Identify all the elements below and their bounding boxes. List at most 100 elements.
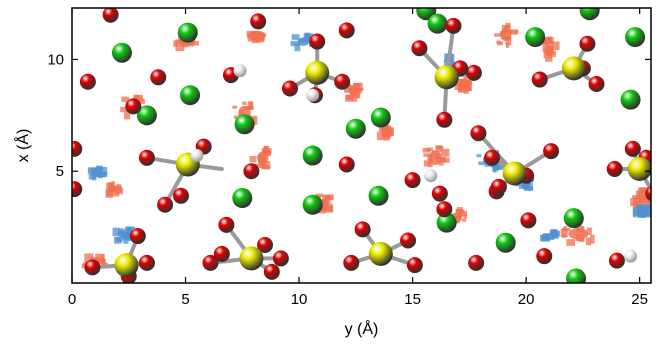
chlorine-atom: [370, 107, 391, 128]
oxygen-atom: [102, 8, 119, 23]
oxygen-atom: [468, 254, 485, 271]
oxygen-atom: [531, 71, 548, 88]
density-cell: [261, 162, 266, 168]
oxygen-atom: [202, 254, 219, 271]
density-cell: [100, 258, 106, 265]
density-cell: [124, 111, 131, 120]
density-core: [117, 229, 132, 239]
oxygen-atom: [406, 257, 423, 274]
density-cell: [492, 164, 499, 172]
oxygen-atom: [172, 187, 189, 204]
oxygen-atom: [436, 111, 453, 128]
chlorine-atom: [234, 114, 255, 135]
plot-frame: [71, 7, 652, 284]
density-core: [429, 150, 442, 166]
density-cell: [252, 37, 261, 44]
density-cell: [126, 226, 136, 235]
density-cell: [355, 87, 364, 91]
oxygen-atom: [263, 263, 280, 280]
x-tick-label: 0: [68, 291, 76, 308]
sulfur-atom: [434, 65, 459, 90]
oxygen-atom: [309, 33, 326, 50]
oxygen-atom: [218, 216, 235, 233]
density-cell: [642, 210, 651, 218]
density-core: [93, 169, 101, 178]
chlorine-atom: [566, 268, 587, 283]
chlorine-atom: [620, 89, 641, 110]
x-tick-label: 15: [404, 291, 421, 308]
oxygen-atom: [579, 35, 596, 52]
sulfur-atom: [305, 60, 330, 85]
negative-density-patch: [87, 165, 108, 181]
oxygen-atom: [72, 181, 83, 198]
hydrogen-atom: [306, 88, 320, 102]
oxygen-atom: [354, 221, 371, 238]
oxygen-atom: [213, 245, 230, 262]
chlorine-atom: [495, 232, 516, 253]
hydrogen-atom: [233, 64, 247, 78]
tick-layer: 0 5 10 15 20 25 5 10: [47, 8, 651, 308]
density-cell: [98, 174, 103, 179]
oxygen-atom: [431, 185, 448, 202]
oxygen-atom: [543, 143, 560, 160]
chlorine-atom: [427, 13, 448, 34]
oxygen-atom: [400, 232, 417, 249]
density-cell: [115, 236, 123, 243]
density-cell: [378, 127, 388, 132]
density-cell: [263, 145, 270, 152]
density-cell: [324, 205, 334, 213]
oxygen-atom: [484, 149, 501, 166]
density-cell: [116, 184, 121, 191]
chlorine-atom: [345, 118, 366, 139]
positive-density-patch: [422, 145, 450, 168]
density-core: [461, 80, 469, 88]
oxygen-atom: [645, 185, 651, 202]
density-cell: [494, 33, 502, 37]
density-cell: [324, 194, 334, 201]
density-cell: [247, 32, 256, 42]
chlorine-atom: [563, 208, 584, 229]
density-cell: [638, 187, 648, 197]
density-cell: [560, 229, 568, 238]
oxygen-atom: [243, 163, 260, 180]
positive-density-patch: [541, 36, 560, 62]
density-cell: [540, 235, 550, 242]
oxygen-atom: [281, 80, 298, 97]
density-cell: [120, 106, 130, 113]
density-cell: [134, 94, 140, 104]
density-cell: [242, 101, 247, 105]
oxygen-atom: [129, 228, 146, 245]
density-cell: [497, 41, 504, 46]
density-cell: [95, 253, 105, 262]
negative-density-patch: [540, 228, 560, 242]
density-cell: [97, 172, 108, 178]
density-cell: [513, 30, 518, 34]
density-cell: [519, 185, 526, 189]
oxygen-atom: [79, 73, 96, 90]
density-cell: [476, 154, 482, 158]
y-tick-label: 5: [56, 163, 64, 180]
density-cell: [423, 160, 431, 167]
oxygen-atom: [404, 172, 421, 189]
positive-density-patch: [344, 82, 364, 102]
density-cell: [478, 161, 485, 166]
density-cell: [304, 32, 311, 42]
oxygen-atom: [157, 196, 174, 213]
sulfur-atom: [114, 253, 139, 278]
density-cell: [344, 84, 351, 93]
density-core: [252, 33, 260, 41]
density-core: [636, 208, 647, 215]
density-cell: [585, 237, 592, 246]
density-cell: [355, 89, 361, 99]
density-cell: [543, 38, 552, 42]
density-cell: [427, 158, 433, 168]
hydrogen-atom: [624, 249, 638, 263]
oxygen-atom: [338, 156, 355, 173]
oxygen-atom: [272, 250, 289, 267]
y-axis-label: x (Å): [13, 129, 32, 163]
atom-layer: [72, 8, 651, 283]
oxygen-atom: [138, 149, 155, 166]
positive-density-patch: [494, 22, 519, 48]
density-cell: [190, 40, 199, 46]
